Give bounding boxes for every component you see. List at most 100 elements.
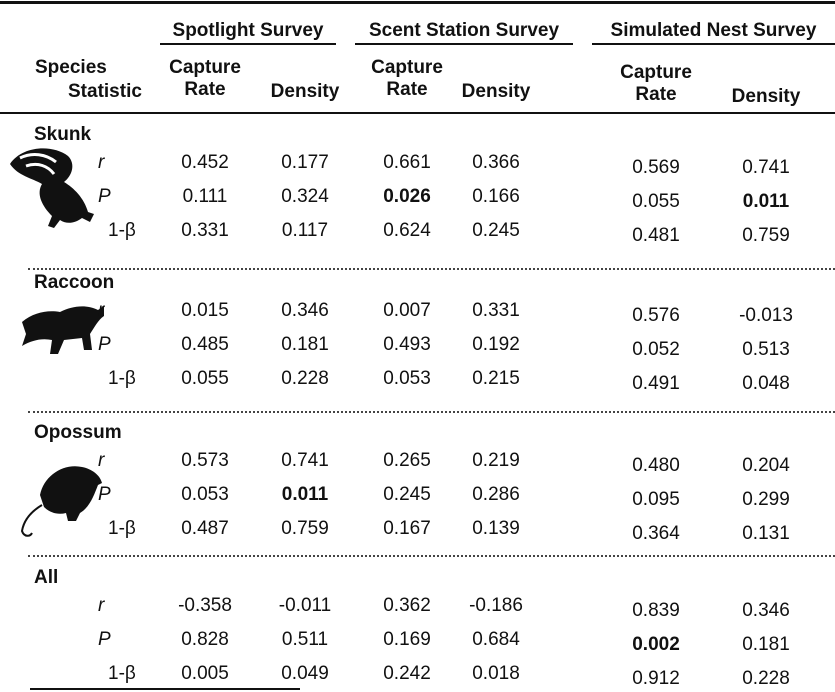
statistic-label: r	[98, 152, 104, 174]
table-cell: 0.204	[721, 455, 811, 477]
table-cell: 0.839	[611, 600, 701, 622]
column-header: Capture Rate	[362, 57, 452, 101]
statistic-label: r	[98, 450, 104, 472]
table-cell: 0.026	[362, 186, 452, 208]
species-label: Skunk	[34, 124, 91, 146]
table-cell: 0.912	[611, 668, 701, 690]
species-label: Raccoon	[34, 272, 114, 294]
table-cell: 0.053	[362, 368, 452, 390]
column-header: Capture Rate	[611, 62, 701, 106]
group-rule	[160, 43, 336, 45]
statistic-label: 1-β	[108, 368, 136, 390]
table-cell: 0.362	[362, 595, 452, 617]
statistic-label: P	[98, 186, 111, 208]
statistic-label: 1-β	[108, 220, 136, 242]
skunk-icon	[2, 142, 102, 232]
table-page: Species Statistic Spotlight SurveyScent …	[0, 0, 835, 692]
group-header: Scent Station Survey	[355, 20, 573, 42]
table-cell: 0.015	[160, 300, 250, 322]
table-cell: 0.759	[260, 518, 350, 540]
table-cell: 0.286	[451, 484, 541, 506]
table-cell: 0.052	[611, 339, 701, 361]
table-cell: 0.741	[260, 450, 350, 472]
table-cell: 0.481	[611, 225, 701, 247]
table-cell: 0.002	[611, 634, 701, 656]
table-cell: 0.117	[260, 220, 350, 242]
table-cell: 0.228	[260, 368, 350, 390]
column-header: Density	[446, 81, 546, 103]
table-cell: 0.131	[721, 523, 811, 545]
table-cell: 0.576	[611, 305, 701, 327]
group-header: Simulated Nest Survey	[592, 20, 835, 42]
table-cell: 0.181	[721, 634, 811, 656]
table-cell: 0.049	[260, 663, 350, 685]
table-cell: 0.366	[451, 152, 541, 174]
table-cell: 0.759	[721, 225, 811, 247]
statistic-label: 1-β	[108, 518, 136, 540]
column-header: Capture Rate	[160, 57, 250, 101]
group-rule	[355, 43, 573, 45]
table-cell: 0.167	[362, 518, 452, 540]
table-cell: 0.181	[260, 334, 350, 356]
table-cell: 0.569	[611, 157, 701, 179]
table-cell: 0.491	[611, 373, 701, 395]
group-header: Spotlight Survey	[160, 20, 336, 42]
group-separator	[28, 411, 835, 413]
table-cell: 0.299	[721, 489, 811, 511]
table-cell: 0.452	[160, 152, 250, 174]
table-cell: 0.242	[362, 663, 452, 685]
group-rule	[592, 43, 835, 45]
statistic-label: P	[98, 629, 111, 651]
table-cell: 0.219	[451, 450, 541, 472]
table-cell: 0.331	[451, 300, 541, 322]
table-cell: 0.166	[451, 186, 541, 208]
table-cell: 0.011	[721, 191, 811, 213]
table-cell: 0.265	[362, 450, 452, 472]
table-cell: 0.055	[160, 368, 250, 390]
column-header: Density	[255, 81, 355, 103]
table-cell: -0.011	[260, 595, 350, 617]
table-cell: 0.513	[721, 339, 811, 361]
table-cell: 0.228	[721, 668, 811, 690]
table-cell: 0.005	[160, 663, 250, 685]
table-cell: 0.346	[721, 600, 811, 622]
column-header: Density	[716, 86, 816, 108]
opossum-icon	[20, 455, 105, 540]
table-cell: 0.828	[160, 629, 250, 651]
table-cell: 0.493	[362, 334, 452, 356]
bottom-rule	[30, 688, 300, 690]
table-cell: 0.364	[611, 523, 701, 545]
row-label-top: Species	[35, 57, 107, 79]
table-cell: 0.245	[362, 484, 452, 506]
table-cell: 0.487	[160, 518, 250, 540]
table-cell: 0.111	[160, 186, 250, 208]
group-separator	[28, 268, 835, 270]
table-cell: 0.684	[451, 629, 541, 651]
group-separator	[28, 555, 835, 557]
table-cell: 0.053	[160, 484, 250, 506]
table-cell: -0.358	[160, 595, 250, 617]
header-rule	[0, 112, 835, 114]
table-cell: 0.192	[451, 334, 541, 356]
table-cell: 0.573	[160, 450, 250, 472]
table-cell: 0.048	[721, 373, 811, 395]
table-cell: 0.661	[362, 152, 452, 174]
table-cell: 0.007	[362, 300, 452, 322]
species-label: Opossum	[34, 422, 122, 444]
table-cell: 0.095	[611, 489, 701, 511]
table-cell: 0.245	[451, 220, 541, 242]
table-cell: 0.624	[362, 220, 452, 242]
species-label: All	[34, 567, 58, 589]
statistic-label: P	[98, 334, 111, 356]
table-cell: 0.511	[260, 629, 350, 651]
table-cell: 0.324	[260, 186, 350, 208]
statistic-label: P	[98, 484, 111, 506]
table-cell: -0.013	[721, 305, 811, 327]
statistic-label: r	[98, 595, 104, 617]
table-cell: 0.331	[160, 220, 250, 242]
table-cell: 0.055	[611, 191, 701, 213]
table-cell: 0.011	[260, 484, 350, 506]
table-cell: 0.485	[160, 334, 250, 356]
table-cell: 0.346	[260, 300, 350, 322]
table-cell: 0.215	[451, 368, 541, 390]
